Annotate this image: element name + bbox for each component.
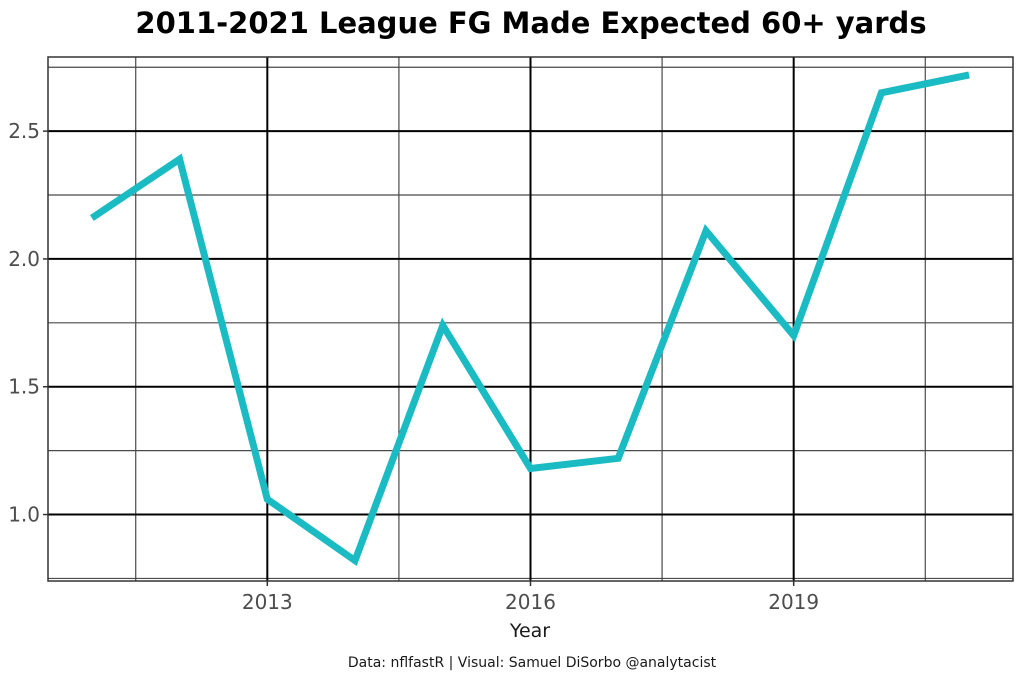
y-tick-label: 2.0: [8, 247, 40, 271]
axis-ticks: 1.0 1.5 2.0 2.5 2013 2016 2019: [8, 119, 819, 614]
y-tick-label: 1.5: [8, 375, 40, 399]
x-axis-label: Year: [509, 620, 550, 642]
x-tick-label: 2016: [505, 590, 556, 614]
caption: Data: nflfastR | Visual: Samuel DiSorbo …: [348, 655, 717, 671]
series-layer: [89, 71, 970, 567]
x-tick-label: 2013: [242, 590, 293, 614]
y-tick-label: 2.5: [8, 119, 40, 143]
x-tick-label: 2019: [768, 590, 819, 614]
y-tick-label: 1.0: [8, 503, 40, 527]
chart-title: 2011-2021 League FG Made Expected 60+ ya…: [135, 6, 926, 40]
